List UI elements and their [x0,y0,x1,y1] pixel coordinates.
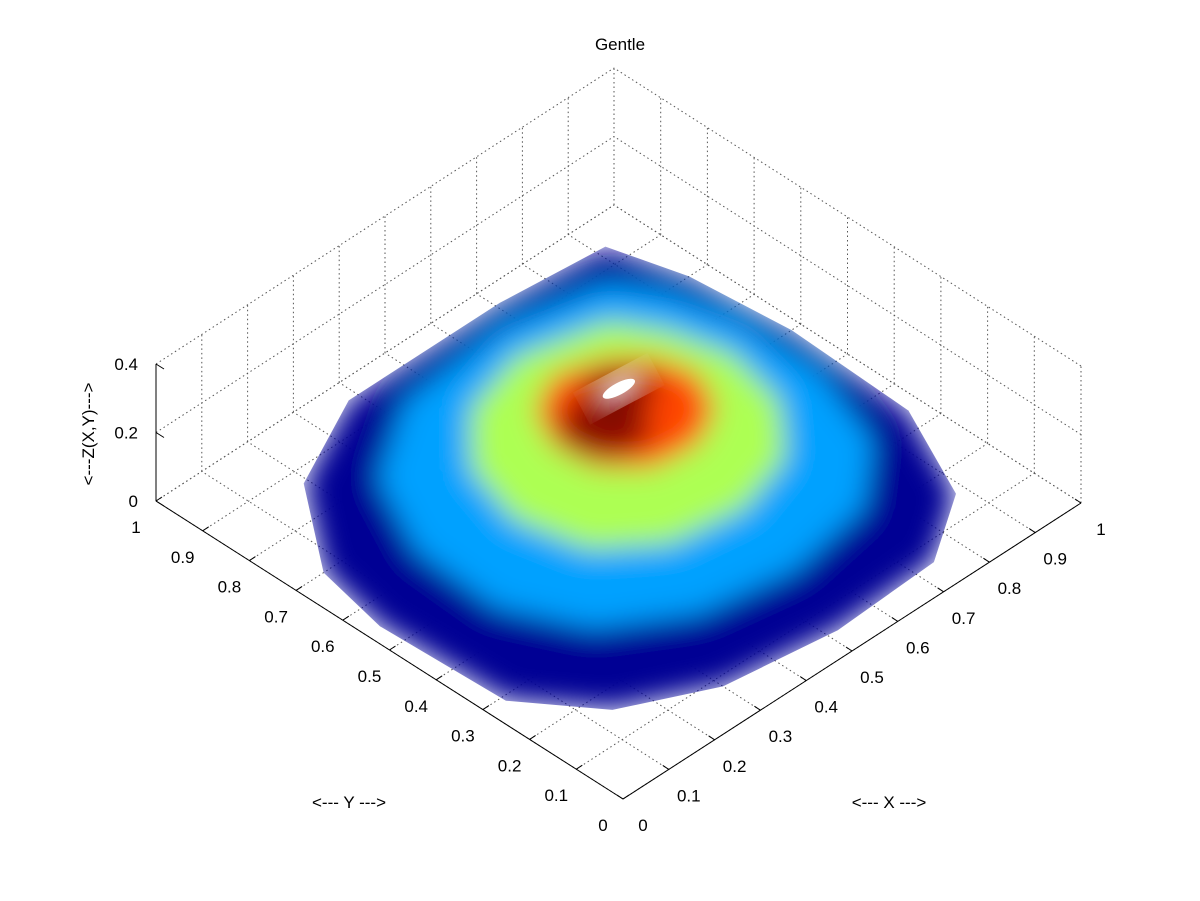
y-tick [295,585,303,591]
y-tick [529,734,536,740]
x-tick-label: 1 [1096,520,1105,539]
x-tick-label: 0.6 [906,638,930,657]
x-tick-label: 0.7 [952,609,976,628]
surface [303,246,956,710]
y-tick [622,794,630,800]
x-tick [983,557,990,563]
x-tick-label: 0.8 [998,579,1022,598]
wall-grid-line [155,136,615,433]
y-tick-label: 0.8 [218,578,242,597]
y-tick [576,764,583,770]
y-tick-label: 0.4 [404,697,428,716]
z-tick [155,363,165,370]
y-tick [389,645,396,651]
surface-clip [303,246,956,710]
y-tick-label: 0.3 [451,727,475,746]
x-tick-label: 0.3 [769,727,793,746]
z-tick-label: 0 [129,492,138,511]
y-axis-label: <--- Y ---> [312,793,386,812]
floor-grid-line [576,472,1035,770]
wall-grid-line [155,204,615,502]
x-tick [845,646,853,652]
x-tick-label: 0.9 [1043,550,1067,569]
x-tick [754,705,761,711]
x-tick [891,616,899,622]
y-tick [482,705,490,711]
y-tick-label: 1 [131,518,140,537]
z-tick [155,432,165,438]
x-tick [937,587,944,593]
y-tick [342,615,350,621]
x-tick [616,794,624,800]
y-tick-label: 0.7 [264,607,288,626]
x-tick [1028,528,1036,534]
x-tick-label: 0.4 [814,698,838,717]
y-tick [202,526,209,532]
chart-title: Gentle [595,35,645,54]
x-tick-label: 0.2 [723,757,747,776]
x-tick-label: 0 [638,816,647,835]
x-tick-label: 0.5 [860,668,884,687]
y-tick [155,496,163,502]
surface-peak-core [602,378,636,399]
wall-grid-line [155,67,615,365]
x-tick-label: 0.1 [677,786,701,805]
floor-grid-line [202,234,661,532]
y-tick-label: 0.9 [171,548,195,567]
surface-shading [303,246,956,710]
y-tick-label: 0.1 [544,786,568,805]
y-tick [249,556,256,562]
z-axis-label: <---Z(X,Y)---> [79,382,98,485]
y-tick-label: 0.6 [311,637,335,656]
axes: 0 0.1 0.2 0.3 0.4 0.5 0.6 0.7 0.8 0.9 1 0 0.1 0.2 0.3 0… [114,355,1105,835]
z-tick [155,500,165,507]
y-tick-label: 0.2 [498,756,522,775]
x-tick [708,735,715,741]
z-tick-label: 0.4 [114,355,138,374]
y-tick [435,675,443,681]
x-tick [799,676,807,682]
z-tick-label: 0.2 [114,424,138,443]
x-tick [662,764,670,770]
y-tick-label: 0 [598,816,607,835]
x-tick [1074,498,1082,504]
y-tick-label: 0.5 [358,667,382,686]
x-axis-label: <--- X ---> [852,793,927,812]
surface-shadow [558,396,651,457]
